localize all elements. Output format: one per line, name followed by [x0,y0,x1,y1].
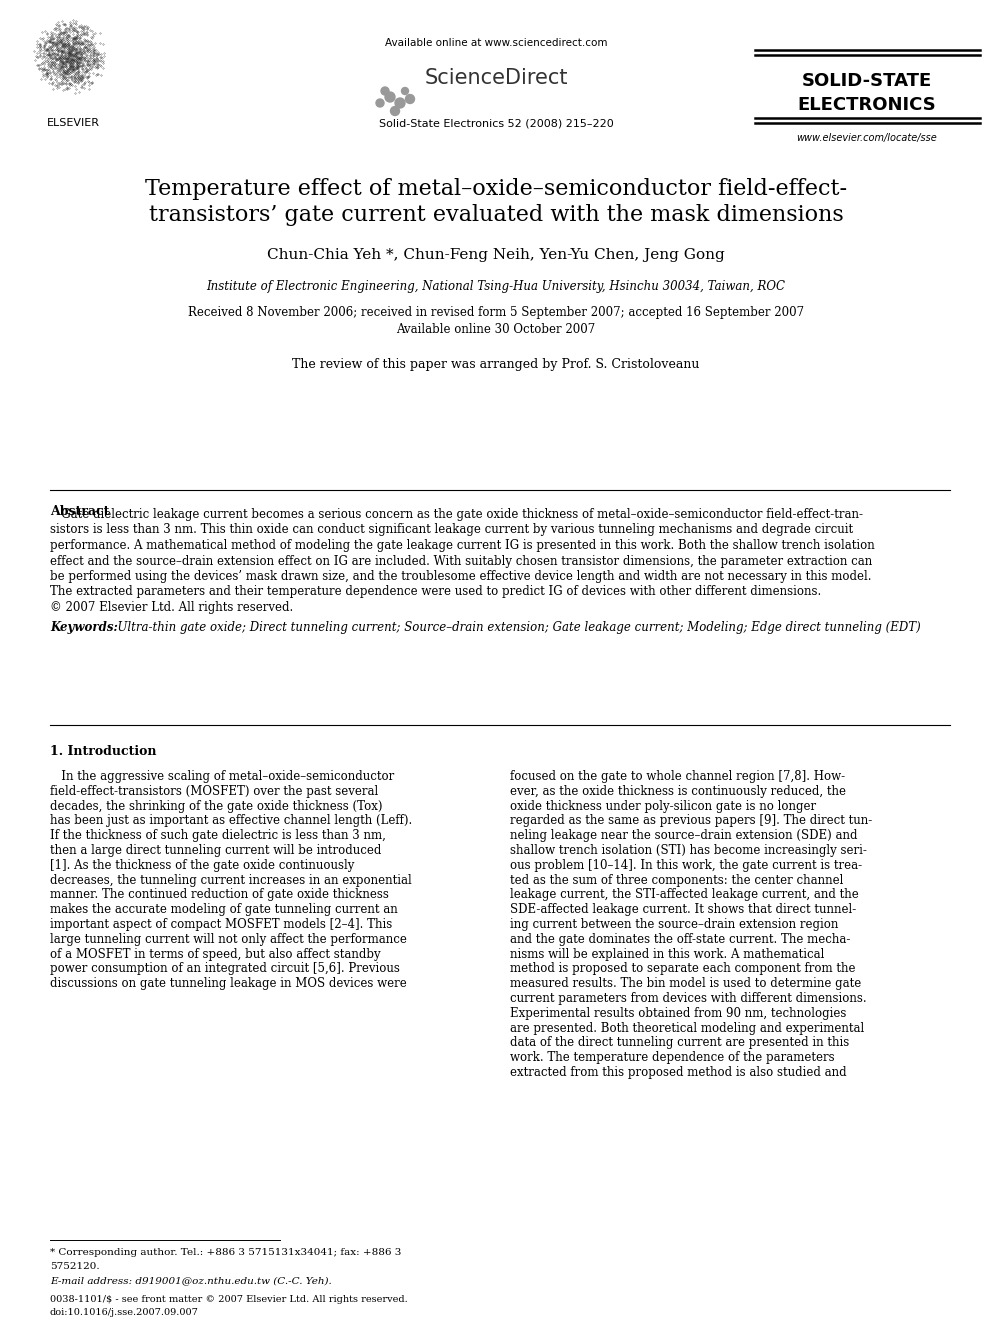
Text: leakage current, the STI-affected leakage current, and the: leakage current, the STI-affected leakag… [510,889,859,901]
Circle shape [376,99,384,107]
Text: [1]. As the thickness of the gate oxide continuously: [1]. As the thickness of the gate oxide … [50,859,354,872]
Text: effect and the source–drain extension effect on IG are included. With suitably c: effect and the source–drain extension ef… [50,554,872,568]
Text: field-effect-transistors (MOSFET) over the past several: field-effect-transistors (MOSFET) over t… [50,785,378,798]
Text: sistors is less than 3 nm. This thin oxide can conduct significant leakage curre: sistors is less than 3 nm. This thin oxi… [50,524,853,537]
Text: has been just as important as effective channel length (Leff).: has been just as important as effective … [50,815,413,827]
Text: transistors’ gate current evaluated with the mask dimensions: transistors’ gate current evaluated with… [149,204,843,226]
Circle shape [381,87,389,95]
Text: method is proposed to separate each component from the: method is proposed to separate each comp… [510,962,855,975]
Text: 5752120.: 5752120. [50,1262,99,1271]
Text: then a large direct tunneling current will be introduced: then a large direct tunneling current wi… [50,844,381,857]
Text: Solid-State Electronics 52 (2008) 215–220: Solid-State Electronics 52 (2008) 215–22… [379,118,613,128]
Text: www.elsevier.com/locate/sse: www.elsevier.com/locate/sse [797,134,937,143]
Text: and the gate dominates the off-state current. The mecha-: and the gate dominates the off-state cur… [510,933,850,946]
Text: large tunneling current will not only affect the performance: large tunneling current will not only af… [50,933,407,946]
Text: discussions on gate tunneling leakage in MOS devices were: discussions on gate tunneling leakage in… [50,978,407,990]
Text: ScienceDirect: ScienceDirect [425,67,568,89]
Text: ever, as the oxide thickness is continuously reduced, the: ever, as the oxide thickness is continuo… [510,785,846,798]
Text: In the aggressive scaling of metal–oxide–semiconductor: In the aggressive scaling of metal–oxide… [50,770,394,783]
Circle shape [402,87,409,94]
Text: Temperature effect of metal–oxide–semiconductor field-effect-: Temperature effect of metal–oxide–semico… [145,179,847,200]
Text: ELECTRONICS: ELECTRONICS [798,97,936,114]
Text: * Corresponding author. Tel.: +886 3 5715131x34041; fax: +886 3: * Corresponding author. Tel.: +886 3 571… [50,1248,402,1257]
Text: SDE-affected leakage current. It shows that direct tunnel-: SDE-affected leakage current. It shows t… [510,904,856,917]
Text: doi:10.1016/j.sse.2007.09.007: doi:10.1016/j.sse.2007.09.007 [50,1308,198,1316]
Circle shape [391,106,400,115]
Text: power consumption of an integrated circuit [5,6]. Previous: power consumption of an integrated circu… [50,962,400,975]
Text: nisms will be explained in this work. A mathematical: nisms will be explained in this work. A … [510,947,824,960]
Text: of a MOSFET in terms of speed, but also affect standby: of a MOSFET in terms of speed, but also … [50,947,381,960]
Text: shallow trench isolation (STI) has become increasingly seri-: shallow trench isolation (STI) has becom… [510,844,867,857]
Text: Available online 30 October 2007: Available online 30 October 2007 [397,323,595,336]
Text: Experimental results obtained from 90 nm, technologies: Experimental results obtained from 90 nm… [510,1007,846,1020]
Text: performance. A mathematical method of modeling the gate leakage current IG is pr: performance. A mathematical method of mo… [50,538,875,552]
Text: extracted from this proposed method is also studied and: extracted from this proposed method is a… [510,1066,846,1080]
Text: Keywords:: Keywords: [50,620,118,634]
Text: neling leakage near the source–drain extension (SDE) and: neling leakage near the source–drain ext… [510,830,857,843]
Text: ELSEVIER: ELSEVIER [47,118,99,128]
Circle shape [395,98,405,108]
Text: data of the direct tunneling current are presented in this: data of the direct tunneling current are… [510,1036,849,1049]
Text: 0038-1101/$ - see front matter © 2007 Elsevier Ltd. All rights reserved.: 0038-1101/$ - see front matter © 2007 El… [50,1295,408,1304]
Text: manner. The continued reduction of gate oxide thickness: manner. The continued reduction of gate … [50,889,389,901]
Text: measured results. The bin model is used to determine gate: measured results. The bin model is used … [510,978,861,990]
Text: ted as the sum of three components: the center channel: ted as the sum of three components: the … [510,873,843,886]
Text: Received 8 November 2006; received in revised form 5 September 2007; accepted 16: Received 8 November 2006; received in re… [187,306,805,319]
Text: SOLID-STATE: SOLID-STATE [802,71,932,90]
Text: makes the accurate modeling of gate tunneling current an: makes the accurate modeling of gate tunn… [50,904,398,917]
Text: are presented. Both theoretical modeling and experimental: are presented. Both theoretical modeling… [510,1021,864,1035]
Text: Institute of Electronic Engineering, National Tsing-Hua University, Hsinchu 3003: Institute of Electronic Engineering, Nat… [206,280,786,292]
Text: Ultra-thin gate oxide; Direct tunneling current; Source–drain extension; Gate le: Ultra-thin gate oxide; Direct tunneling … [110,620,921,634]
Text: The review of this paper was arranged by Prof. S. Cristoloveanu: The review of this paper was arranged by… [293,359,699,370]
Text: © 2007 Elsevier Ltd. All rights reserved.: © 2007 Elsevier Ltd. All rights reserved… [50,601,294,614]
Text: regarded as the same as previous papers [9]. The direct tun-: regarded as the same as previous papers … [510,815,872,827]
Circle shape [385,93,395,102]
Text: If the thickness of such gate dielectric is less than 3 nm,: If the thickness of such gate dielectric… [50,830,386,843]
Text: E-mail address: d919001@oz.nthu.edu.tw (C.-C. Yeh).: E-mail address: d919001@oz.nthu.edu.tw (… [50,1275,331,1285]
Circle shape [406,94,415,103]
Text: work. The temperature dependence of the parameters: work. The temperature dependence of the … [510,1052,834,1064]
Text: Available online at www.sciencedirect.com: Available online at www.sciencedirect.co… [385,38,607,48]
Text: be performed using the devices’ mask drawn size, and the troublesome effective d: be performed using the devices’ mask dra… [50,570,872,583]
Text: ous problem [10–14]. In this work, the gate current is trea-: ous problem [10–14]. In this work, the g… [510,859,862,872]
Text: decades, the shrinking of the gate oxide thickness (Tox): decades, the shrinking of the gate oxide… [50,799,383,812]
Text: Chun-Chia Yeh *, Chun-Feng Neih, Yen-Yu Chen, Jeng Gong: Chun-Chia Yeh *, Chun-Feng Neih, Yen-Yu … [267,247,725,262]
Text: 1. Introduction: 1. Introduction [50,745,157,758]
Text: oxide thickness under poly-silicon gate is no longer: oxide thickness under poly-silicon gate … [510,799,816,812]
Text: current parameters from devices with different dimensions.: current parameters from devices with dif… [510,992,867,1005]
Text: decreases, the tunneling current increases in an exponential: decreases, the tunneling current increas… [50,873,412,886]
Text: The extracted parameters and their temperature dependence were used to predict I: The extracted parameters and their tempe… [50,586,821,598]
Text: Abstract: Abstract [50,505,109,519]
Text: Gate dielectric leakage current becomes a serious concern as the gate oxide thic: Gate dielectric leakage current becomes … [50,508,863,521]
Text: important aspect of compact MOSFET models [2–4]. This: important aspect of compact MOSFET model… [50,918,392,931]
Text: focused on the gate to whole channel region [7,8]. How-: focused on the gate to whole channel reg… [510,770,845,783]
Text: ing current between the source–drain extension region: ing current between the source–drain ext… [510,918,838,931]
